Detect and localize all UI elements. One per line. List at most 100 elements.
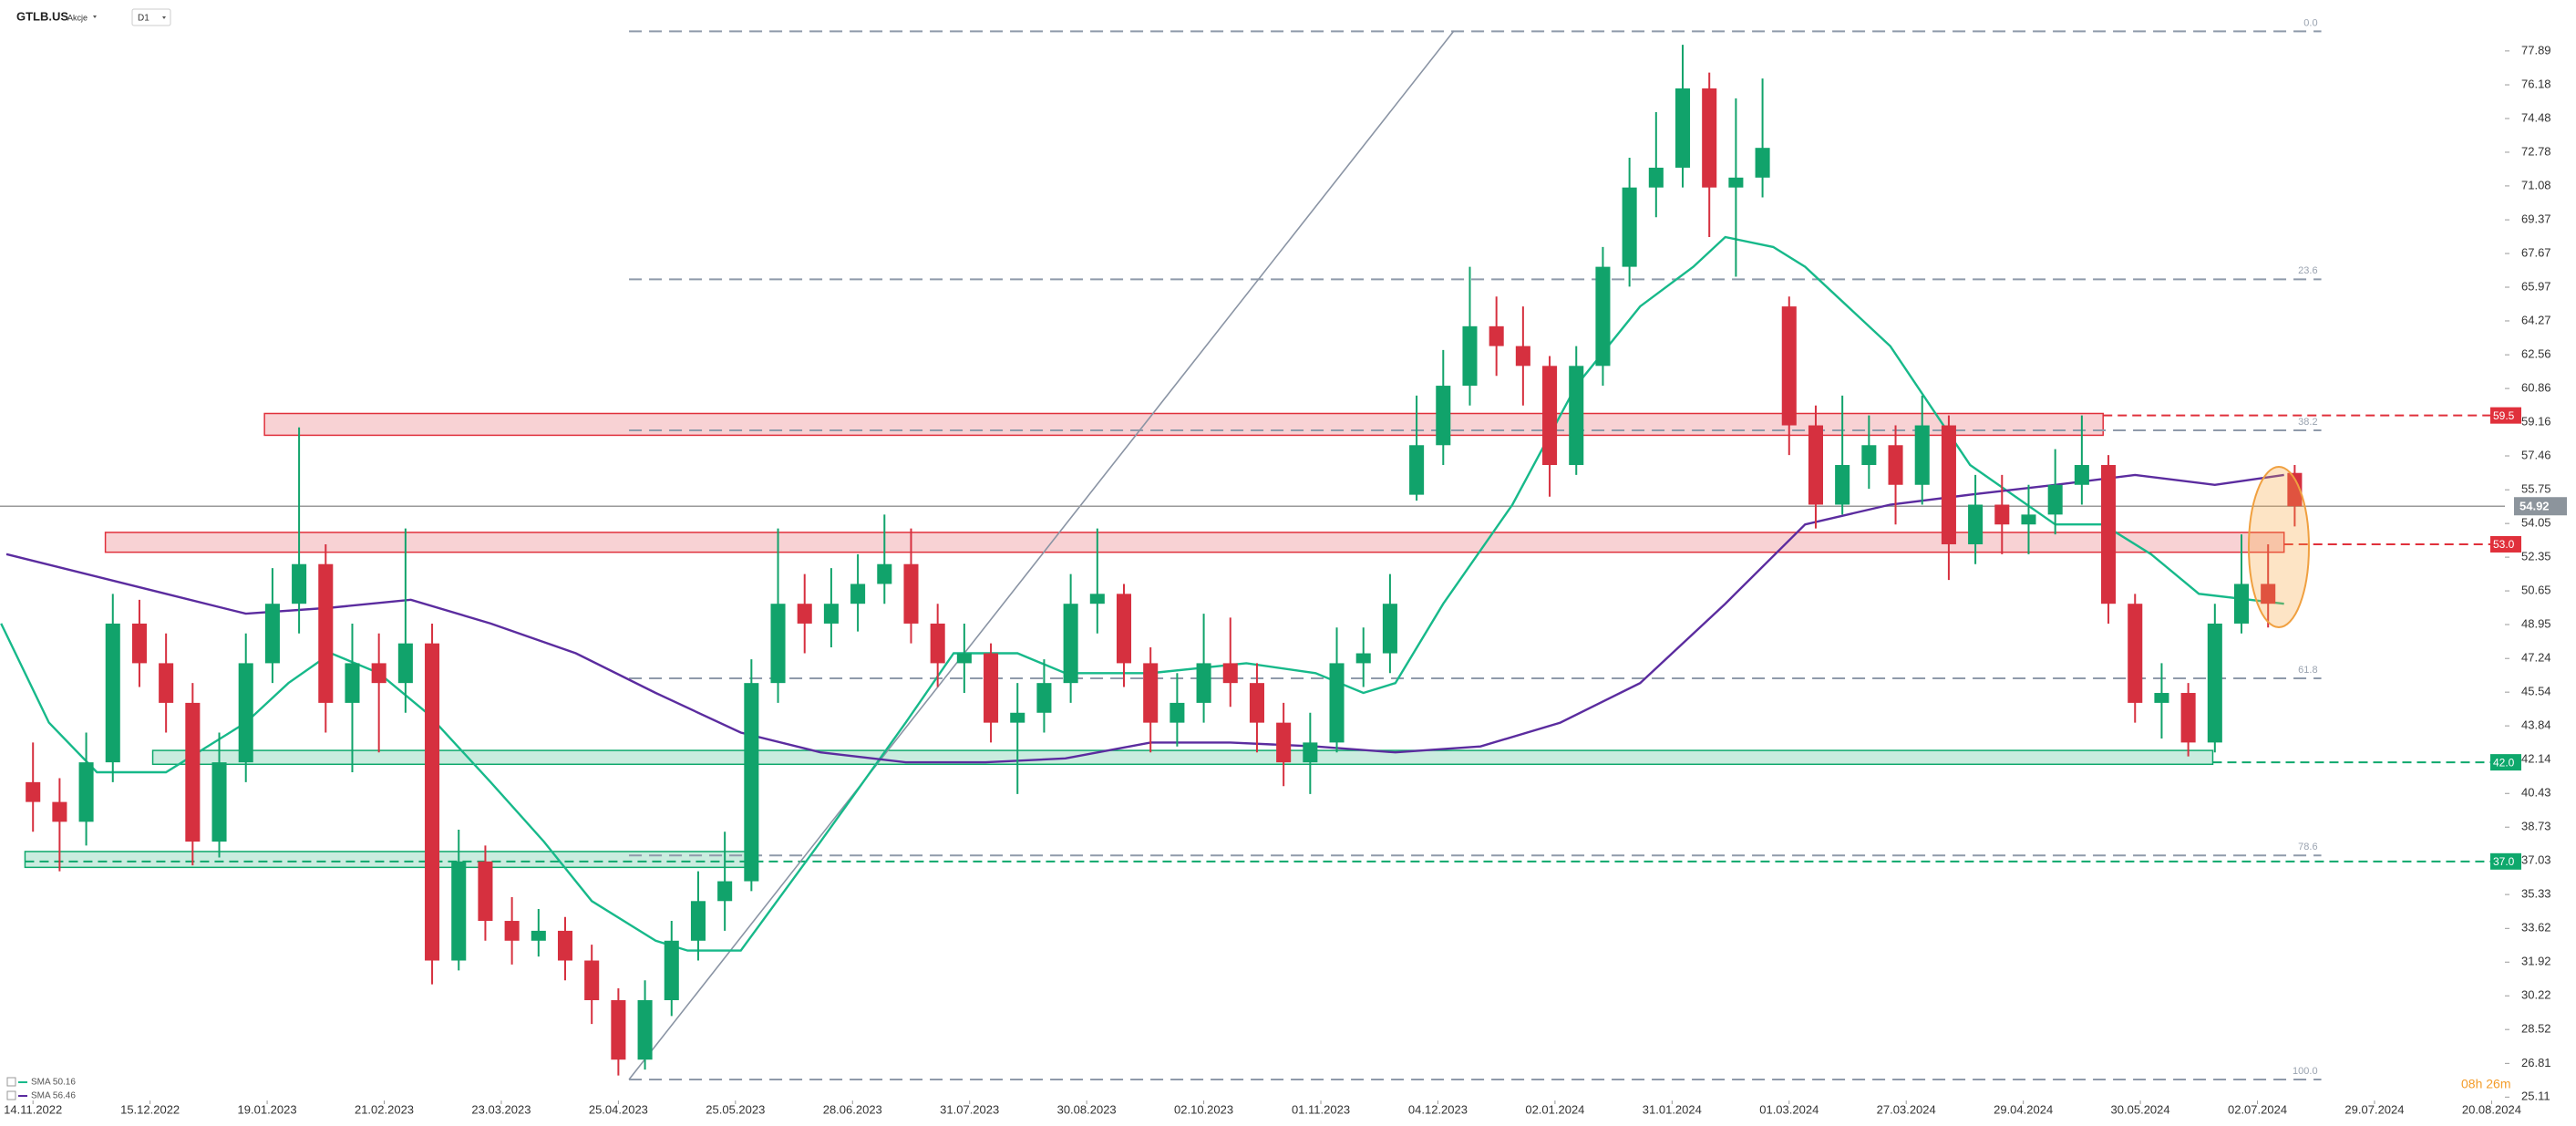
fib-label: 61.8 [2298, 665, 2317, 676]
y-tick-label: 64.27 [2521, 313, 2551, 326]
candle [1436, 349, 1451, 466]
candle [1355, 627, 1371, 687]
candle [1622, 158, 1637, 287]
candle-body [185, 702, 201, 842]
candle [52, 778, 67, 872]
y-tick-label: 37.03 [2521, 853, 2551, 867]
candle-body [1010, 712, 1025, 723]
candle-body [1089, 594, 1105, 604]
x-tick-label: 25.05.2023 [706, 1102, 765, 1116]
y-tick-label: 26.81 [2521, 1056, 2551, 1069]
candle [2154, 663, 2169, 739]
candle-body [531, 930, 546, 941]
y-tick-label: 67.67 [2521, 245, 2551, 259]
candle [877, 514, 892, 604]
symbol[interactable]: GTLB.US [16, 9, 68, 23]
candle-body [611, 999, 626, 1060]
fib-label: 78.6 [2298, 842, 2317, 852]
y-tick-label: 33.62 [2521, 921, 2551, 935]
candle [1781, 296, 1797, 456]
candle-body [1276, 722, 1292, 763]
candle [504, 896, 520, 965]
x-tick-label: 20.08.2024 [2462, 1102, 2521, 1116]
candle [238, 633, 253, 782]
candle [717, 832, 733, 931]
interval[interactable]: D1 [138, 14, 149, 24]
candle [1674, 45, 1691, 188]
x-tick-label: 15.12.2022 [120, 1102, 180, 1116]
level-tag [2490, 754, 2521, 771]
dropdown-caret[interactable] [93, 15, 97, 18]
x-tick-label: 02.01.2024 [1525, 1102, 1584, 1116]
candle-body [584, 960, 600, 1000]
candle [956, 623, 972, 694]
candle-body [26, 781, 41, 802]
candle-body [2101, 465, 2117, 604]
level-tag-label: 37.0 [2493, 855, 2515, 868]
candle-body [451, 861, 467, 961]
y-tick-label: 57.46 [2521, 448, 2551, 461]
y-tick-label: 25.11 [2521, 1090, 2550, 1103]
candle-body [1569, 366, 1584, 466]
x-tick-label: 27.03.2024 [1877, 1102, 1936, 1116]
candle-body [1648, 167, 1664, 188]
candle [2047, 449, 2063, 535]
interval-box[interactable] [131, 8, 171, 26]
zone [151, 749, 2214, 766]
time-axis-background [0, 1100, 2505, 1126]
fib-label: 23.6 [2298, 265, 2317, 276]
y-tick-label: 48.95 [2521, 616, 2551, 630]
candle-body [637, 999, 653, 1060]
x-tick-label: 31.01.2024 [1643, 1102, 1702, 1116]
y-tick-label: 54.05 [2521, 516, 2551, 530]
candle-body [1542, 366, 1558, 466]
candle [1835, 395, 1850, 515]
candle-body [211, 762, 227, 842]
interval-caret[interactable] [162, 16, 166, 19]
candle-body [397, 643, 413, 684]
x-tick-label: 28.06.2023 [823, 1102, 882, 1116]
candle [2021, 484, 2036, 554]
candle [2207, 604, 2222, 753]
candle [1728, 98, 1744, 277]
candle-body [1702, 88, 1717, 188]
candle [2180, 683, 2196, 757]
candle-body [1994, 504, 2010, 525]
candle-body [877, 563, 892, 584]
candle-body [131, 623, 147, 664]
candle-body [1781, 306, 1797, 426]
y-tick-label: 52.35 [2521, 550, 2551, 563]
candle-body [1436, 386, 1451, 446]
legend-label: SMA 50.16 [31, 1078, 76, 1088]
candle [425, 623, 440, 985]
zone [263, 412, 2104, 437]
asset-class: Akcje [67, 13, 88, 22]
y-tick-label: 77.89 [2521, 43, 2551, 57]
candle [1968, 474, 1984, 564]
candle [1888, 425, 1903, 525]
candle [478, 845, 493, 941]
candle-body [1595, 266, 1611, 367]
candle [397, 528, 413, 713]
candle [611, 987, 626, 1076]
candle-body [797, 604, 812, 624]
x-tick-label: 21.02.2023 [355, 1102, 414, 1116]
x-tick-label: 14.11.2022 [4, 1102, 62, 1116]
x-tick-label: 01.11.2023 [1292, 1102, 1350, 1116]
x-tick-label: 02.10.2023 [1174, 1102, 1233, 1116]
candle [131, 599, 147, 687]
candle [1542, 356, 1558, 497]
candle [1170, 673, 1185, 747]
candle [2074, 415, 2089, 505]
y-tick-label: 28.52 [2521, 1022, 2551, 1036]
y-tick-label: 42.14 [2521, 752, 2551, 766]
candle [1755, 78, 1770, 198]
candle [2261, 543, 2276, 628]
candle-body [1249, 683, 1264, 723]
candle [690, 871, 706, 961]
x-tick-label: 29.07.2024 [2344, 1102, 2404, 1116]
candle-body [2128, 604, 2143, 703]
candle [637, 980, 653, 1070]
